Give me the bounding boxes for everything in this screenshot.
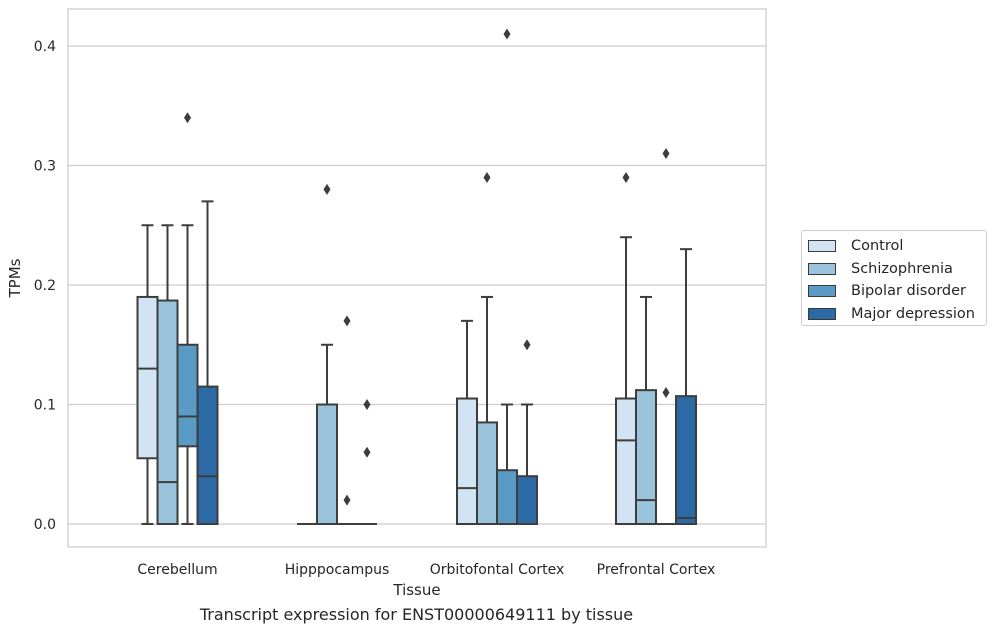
legend-swatch <box>808 262 836 275</box>
outlier-point <box>483 171 491 183</box>
x-axis-title: Tissue <box>392 581 440 599</box>
outlier-point <box>184 112 191 124</box>
legend-label: Bipolar disorder <box>851 283 966 300</box>
box-iqr <box>615 397 637 525</box>
legend-label: Control <box>851 238 904 255</box>
box-major-depression <box>516 339 538 526</box>
box-bipolar-disorder <box>176 112 199 525</box>
legend: Control Schizophrenia Bipolar disorder Majo… <box>801 230 987 326</box>
outlier-point <box>323 183 331 195</box>
box-major-depression <box>357 399 377 525</box>
outlier-point <box>503 28 511 40</box>
x-axis-ticks: Cerebellum Hipppocampus Orbitofontal Corte… <box>137 562 715 578</box>
chart-caption-title: Transcript expression for ENST0000064911… <box>199 605 634 624</box>
y-tick-label: 0.3 <box>34 159 56 175</box>
legend-swatch <box>808 240 836 253</box>
plot-area-frame <box>67 8 767 548</box>
outlier-point <box>343 315 351 327</box>
box-iqr <box>675 395 697 526</box>
y-tick-label: 0.2 <box>34 278 56 294</box>
box-schizophrenia <box>316 183 338 525</box>
x-tick-label: Prefrontal Cortex <box>597 562 716 578</box>
box-bipolar-disorder <box>656 148 676 525</box>
box-iqr <box>156 299 179 525</box>
outlier-point <box>523 339 531 351</box>
outlier-point <box>363 399 371 410</box>
legend-label: Schizophrenia <box>851 260 953 277</box>
box-iqr <box>176 343 199 448</box>
x-tick-label: Hipppocampus <box>285 562 390 578</box>
y-tick-label: 0.0 <box>34 517 56 533</box>
box-iqr <box>196 385 219 526</box>
outlier-point <box>363 446 371 458</box>
box-groups <box>136 28 697 526</box>
y-tick-label: 0.1 <box>34 398 56 414</box>
box-control <box>456 319 478 525</box>
box-schizophrenia <box>476 171 498 525</box>
box-schizophrenia <box>635 295 657 525</box>
outlier-point <box>662 148 670 160</box>
legend-item: Schizophrenia <box>808 258 986 281</box>
box-control <box>136 224 159 525</box>
box-iqr <box>635 389 657 525</box>
box-iqr <box>136 295 159 460</box>
legend-label: Major depression <box>851 305 975 322</box>
x-tick-label: Cerebellum <box>137 562 217 578</box>
box-iqr <box>316 403 338 525</box>
y-axis-ticks: 0.0 0.1 0.2 0.3 0.4 <box>34 39 56 533</box>
legend-item: Control <box>808 235 986 258</box>
legend-swatch <box>808 307 836 320</box>
legend-swatch <box>808 285 836 298</box>
box-schizophrenia <box>156 224 179 525</box>
y-tick-label: 0.4 <box>34 39 56 55</box>
outlier-point <box>662 387 670 399</box>
box-iqr <box>456 397 478 525</box>
legend-item: Major depression <box>808 303 986 326</box>
y-axis-title: TPMs <box>6 258 24 298</box>
box-major-depression <box>196 200 219 526</box>
x-tick-label: Orbitofontal Cortex <box>430 562 565 578</box>
outlier-point <box>343 494 351 506</box>
outlier-point <box>622 171 630 183</box>
box-bipolar-disorder <box>337 315 357 525</box>
box-bipolar-disorder <box>496 28 518 526</box>
legend-item: Bipolar disorder <box>808 280 986 303</box>
box-iqr <box>516 475 538 526</box>
box-control <box>615 171 637 525</box>
box-major-depression <box>675 248 697 526</box>
box-iqr <box>496 469 518 526</box>
box-iqr <box>476 421 498 525</box>
